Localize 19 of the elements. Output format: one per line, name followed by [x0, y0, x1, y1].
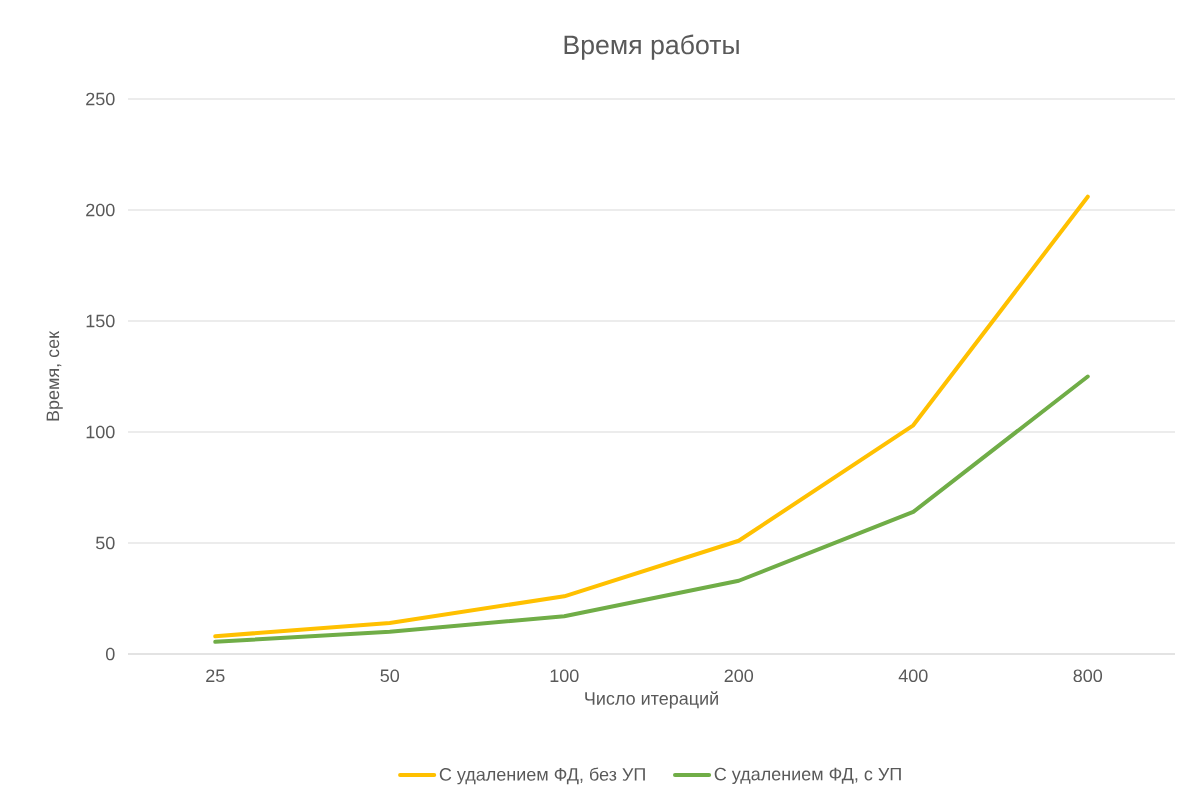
- y-tick-label: 50: [95, 536, 115, 550]
- legend-label: С удалением ФД, с УП: [714, 767, 901, 785]
- y-tick-label: 200: [86, 203, 115, 217]
- y-tick-label: 250: [86, 92, 115, 106]
- y-tick-label: 100: [86, 425, 115, 439]
- x-tick-label: 100: [550, 669, 579, 683]
- line-series: [213, 194, 1090, 639]
- x-tick-label: 400: [898, 669, 928, 683]
- line-series: [213, 374, 1090, 644]
- x-tick-label: 25: [206, 669, 225, 683]
- x-tick-label: 50: [380, 669, 400, 683]
- y-tick-label: 0: [106, 647, 115, 661]
- y-tick-label: 150: [86, 314, 115, 328]
- chart-title: Время работы: [564, 34, 739, 60]
- x-tick-label: 200: [724, 669, 754, 683]
- x-tick-label: 800: [1073, 669, 1103, 683]
- y-axis-title: Время, сек: [46, 330, 63, 421]
- legend-label: С удалением ФД, без УП: [439, 767, 645, 785]
- x-axis-title: Число итераций: [585, 691, 718, 709]
